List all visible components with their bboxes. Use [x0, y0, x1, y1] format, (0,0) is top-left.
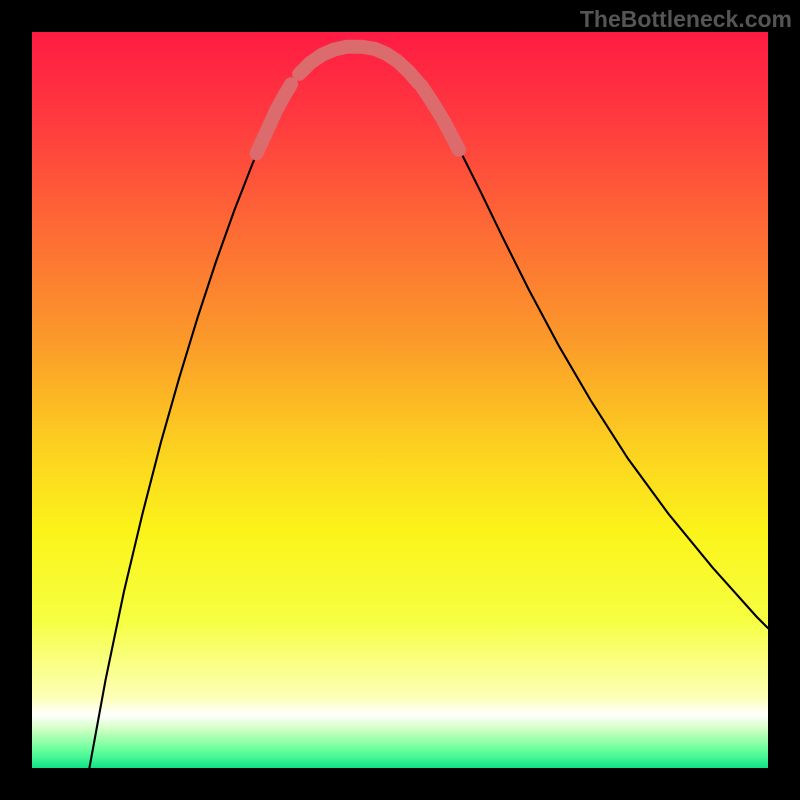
gradient-background — [32, 32, 768, 768]
bottleneck-curve-chart — [32, 32, 768, 768]
plot-area — [32, 32, 768, 768]
watermark-text: TheBottleneck.com — [580, 6, 792, 33]
chart-frame: TheBottleneck.com — [0, 0, 800, 800]
